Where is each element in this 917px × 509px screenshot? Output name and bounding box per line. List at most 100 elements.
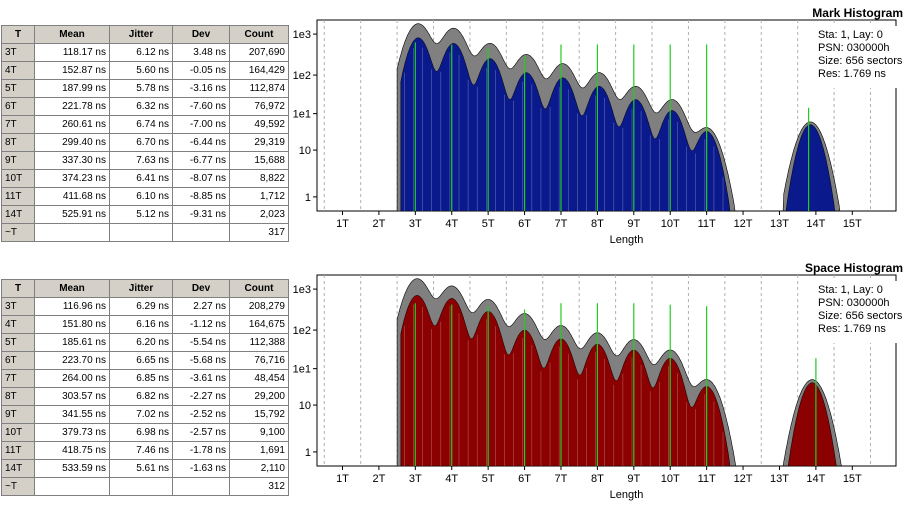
x-tick-label: 6T [518,473,531,485]
x-tick-label: 15T [843,218,862,230]
cell-t: 5T [1,79,35,98]
histogram-fill [400,37,738,212]
info-line: Size: 656 sectors [818,55,903,67]
col-header-count: Count [229,279,289,298]
x-tick-label: 7T [555,473,568,485]
x-tick-label: 1T [336,473,349,485]
cell-jitter: 6.16 ns [109,315,173,334]
cell-jitter: 6.65 ns [109,351,173,370]
x-tick-label: 1T [336,218,349,230]
cell-t: ~T [1,223,35,242]
cell-jitter: 7.02 ns [109,405,173,424]
x-tick-label: 6T [518,218,531,230]
cell-t: 6T [1,97,35,116]
cell-mean: 152.87 ns [34,61,110,80]
y-tick-label: 1e2 [293,70,311,82]
y-tick-label: 1e2 [293,325,311,337]
cell-mean: 260.61 ns [34,115,110,134]
x-tick-label: 3T [409,218,422,230]
cell-dev: -0.05 ns [172,61,230,80]
table-row: 10T 379.73 ns 6.98 ns -2.57 ns 9,100 [1,423,289,442]
table-row: 11T 411.68 ns 6.10 ns -8.85 ns 1,712 [1,187,289,206]
cell-t: 7T [1,115,35,134]
cell-jitter: 7.46 ns [109,441,173,460]
cell-jitter: 6.10 ns [109,187,173,206]
space-table-body: 3T 116.96 ns 6.29 ns 2.27 ns 208,279 4T 151.80… [1,297,289,496]
cell-t: 14T [1,459,35,478]
cell-mean: 187.99 ns [34,79,110,98]
col-header-count: Count [229,25,289,44]
table-header-row: T Mean Jitter Dev Count [1,25,289,44]
cell-jitter: 6.41 ns [109,169,173,188]
cell-mean: 299.40 ns [34,133,110,152]
y-tick-label: 1e1 [293,109,311,121]
mark-table-body: 3T 118.17 ns 6.12 ns 3.48 ns 207,690 4T 152.87… [1,43,289,242]
cell-dev: 3.48 ns [172,43,230,62]
cell-mean: 341.55 ns [34,405,110,424]
cell-mean: 264.00 ns [34,369,110,388]
cell-t: 14T [1,205,35,224]
x-tick-label: 14T [806,473,825,485]
cell-dev: -1.12 ns [172,315,230,334]
table-row: 5T 185.61 ns 6.20 ns -5.54 ns 112,388 [1,333,289,352]
x-tick-label: 13T [770,218,789,230]
cell-dev [172,477,230,496]
table-row: 5T 187.99 ns 5.78 ns -3.16 ns 112,874 [1,79,289,98]
mark-histogram-chart: 1 10 1e1 1e2 1e3 1T 2T 3T 4T 5T 6T 7T 8T 9T 10T 11T 12T 1… [293,19,903,246]
col-header-jitter: Jitter [109,279,173,298]
cell-dev: -8.07 ns [172,169,230,188]
col-header-dev: Dev [172,279,230,298]
info-line: Size: 656 sectors [818,310,903,322]
space-stats-table: T Mean Jitter Dev Count 3T 116.96 ns 6.29 … [1,279,289,496]
cell-jitter: 6.98 ns [109,423,173,442]
table-row: 7T 260.61 ns 6.74 ns -7.00 ns 49,592 [1,115,289,134]
x-tick-label: 15T [843,473,862,485]
cell-dev [172,223,230,242]
x-tick-label: 14T [806,218,825,230]
x-tick-label: 11T [698,473,716,485]
x-tick-label: 4T [445,218,458,230]
cell-jitter [109,223,173,242]
table-row: 14T 525.91 ns 5.12 ns -9.31 ns 2,023 [1,205,289,224]
y-tick-label: 1e3 [293,29,311,41]
cell-t: 7T [1,369,35,388]
info-line: Sta: 1, Lay: 0 [818,29,883,41]
mark-panel: T Mean Jitter Dev Count 3T 118.17 ns 6.12 … [0,0,917,254]
x-axis-label: Length [610,489,644,501]
cell-t: 9T [1,151,35,170]
cell-mean: 418.75 ns [34,441,110,460]
cell-jitter: 5.61 ns [109,459,173,478]
y-tick-label: 1 [305,192,311,204]
cell-mean: 118.17 ns [34,43,110,62]
cell-mean: 221.78 ns [34,97,110,116]
cell-mean: 337.30 ns [34,151,110,170]
info-line: Res: 1.769 ns [818,68,886,80]
histogram-fill-14t [779,124,842,212]
col-header-dev: Dev [172,25,230,44]
x-tick-label: 4T [445,473,458,485]
table-row: 7T 264.00 ns 6.85 ns -3.61 ns 48,454 [1,369,289,388]
cell-dev: -5.68 ns [172,351,230,370]
y-tick-label: 1e1 [293,364,311,376]
x-tick-label: 5T [482,473,495,485]
x-tick-label: 10T [661,218,680,230]
cell-dev: -6.77 ns [172,151,230,170]
mark-stats-table: T Mean Jitter Dev Count 3T 118.17 ns 6.12 … [1,25,289,242]
table-row: 8T 303.57 ns 6.82 ns -2.27 ns 29,200 [1,387,289,406]
table-row: 9T 341.55 ns 7.02 ns -2.52 ns 15,792 [1,405,289,424]
cell-jitter: 5.60 ns [109,61,173,80]
table-row: 10T 374.23 ns 6.41 ns -8.07 ns 8,822 [1,169,289,188]
cell-dev: -3.61 ns [172,369,230,388]
cell-dev: 2.27 ns [172,297,230,316]
cell-t: 4T [1,61,35,80]
cell-jitter: 6.12 ns [109,43,173,62]
x-tick-label: 7T [555,218,568,230]
x-tick-label: 3T [409,473,422,485]
cell-dev: -2.52 ns [172,405,230,424]
cell-jitter: 6.32 ns [109,97,173,116]
cell-dev: -2.57 ns [172,423,230,442]
x-tick-label: 2T [372,473,385,485]
cell-t: 5T [1,333,35,352]
x-tick-label: 5T [482,218,495,230]
x-tick-label: 11T [698,218,716,230]
